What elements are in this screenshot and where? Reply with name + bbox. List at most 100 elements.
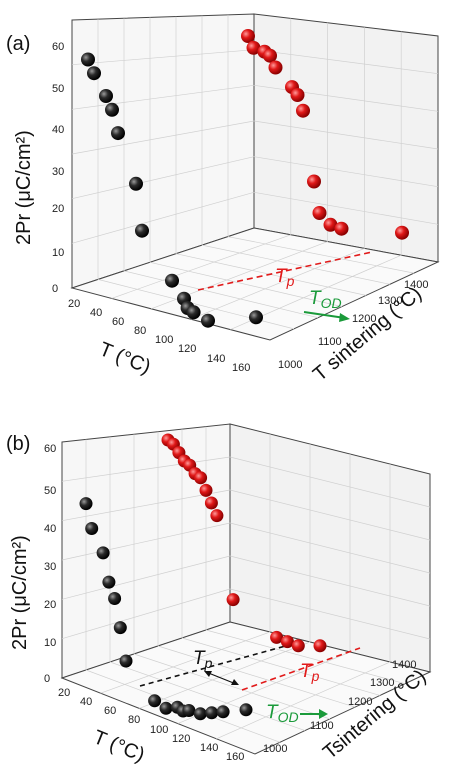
red-sphere-point xyxy=(226,593,240,607)
grid-line xyxy=(253,49,439,75)
panel-a-label: (a) xyxy=(6,33,30,55)
tick-label: 160 xyxy=(226,751,244,763)
tick-label: 60 xyxy=(112,316,124,328)
black-sphere-point xyxy=(96,546,110,560)
red-sphere-point xyxy=(199,483,213,497)
tick-label: 80 xyxy=(134,325,146,337)
grid-line xyxy=(201,244,391,285)
black-sphere-point xyxy=(165,273,179,288)
red-sphere-point xyxy=(280,635,294,649)
grid-line xyxy=(181,637,381,696)
red-sphere-point xyxy=(296,103,310,118)
tick-label: 1000 xyxy=(278,359,302,371)
grid-line xyxy=(71,156,255,200)
tick-label: 1400 xyxy=(392,659,416,671)
panel-a: (a) Tp TOD 0 10 20 30 40 50 60 20 40 xyxy=(6,13,440,386)
black-sphere-point xyxy=(87,66,101,81)
panel-b: (b) Tp Tp TOD 0 10 20 30 40 50 60 20 40 xyxy=(6,423,432,764)
panel-a-x-ticks: 20 40 60 80 100 120 140 160 xyxy=(68,298,250,374)
red-sphere-point xyxy=(291,639,305,653)
grid-line xyxy=(61,456,231,482)
panel-b-tp-arrowhead-right xyxy=(231,679,239,685)
panel-a-x-axis-title: T (°C) xyxy=(96,338,154,378)
black-sphere-point xyxy=(119,654,133,668)
tick-label: 0 xyxy=(52,283,58,295)
panel-b-tp-arrowhead-left xyxy=(204,671,212,677)
red-sphere-point xyxy=(194,471,208,485)
tick-label: 1000 xyxy=(263,743,287,755)
black-sphere-point xyxy=(79,497,93,511)
black-sphere-point xyxy=(99,89,113,103)
red-sphere-point xyxy=(313,639,327,653)
black-sphere-point xyxy=(249,310,263,325)
panel-b-z-axis-title: 2Pr (μC/cm²) xyxy=(9,535,31,650)
black-sphere-point xyxy=(129,176,143,191)
red-sphere-point xyxy=(241,29,255,43)
grid-line xyxy=(229,456,431,508)
grid-line xyxy=(253,156,439,188)
tick-label: 40 xyxy=(90,307,102,319)
panel-a-z-axis-title: 2Pr (μC/cm²) xyxy=(13,130,35,245)
tick-label: 160 xyxy=(232,362,250,374)
tick-label: 50 xyxy=(44,485,56,497)
tick-label: 60 xyxy=(44,443,56,455)
grid-line xyxy=(216,661,391,740)
red-sphere-point xyxy=(323,217,338,232)
grid-line xyxy=(229,555,431,607)
black-sphere-point xyxy=(216,705,230,719)
tick-label: 50 xyxy=(52,83,64,95)
panel-b-tp-red-dashed-line xyxy=(241,647,361,691)
tick-label: 120 xyxy=(178,343,196,355)
panel-b-tp-double-arrow xyxy=(205,671,237,685)
panel-a-box xyxy=(70,13,440,341)
tick-label: 20 xyxy=(68,298,80,310)
grid-line xyxy=(157,645,356,708)
black-sphere-point xyxy=(205,706,219,720)
black-sphere-point xyxy=(108,592,122,605)
panel-b-tod-arrowhead xyxy=(319,709,328,719)
black-sphere-point xyxy=(85,522,99,535)
panel-b-label: (b) xyxy=(6,433,30,455)
grid-line xyxy=(71,191,255,244)
black-sphere-point xyxy=(193,707,207,721)
black-sphere-point xyxy=(148,694,162,708)
tick-label: 60 xyxy=(52,41,64,53)
grid-line xyxy=(205,629,406,685)
tick-label: 100 xyxy=(150,724,168,736)
black-sphere-point xyxy=(105,102,119,117)
grid-line xyxy=(229,588,431,640)
black-sphere-point xyxy=(135,223,149,238)
grid-line xyxy=(71,84,255,110)
grid-line xyxy=(253,84,439,112)
panel-a-points xyxy=(81,29,409,328)
red-sphere-point xyxy=(307,174,321,189)
tick-label: 1300 xyxy=(370,677,394,689)
panel-b-grid xyxy=(61,426,431,743)
grid-line xyxy=(229,489,431,541)
black-sphere-point xyxy=(159,701,173,715)
red-sphere-point xyxy=(246,40,261,55)
panel-b-z-ticks: 0 10 20 30 40 50 60 xyxy=(44,443,56,685)
tick-label: 20 xyxy=(52,203,64,215)
panel-b-x-axis-title: T (°C) xyxy=(90,726,148,764)
grid-line xyxy=(253,191,439,225)
grid-line xyxy=(227,236,415,274)
red-sphere-point xyxy=(268,60,283,75)
tick-label: 40 xyxy=(52,124,64,136)
black-sphere-point xyxy=(81,52,95,67)
red-sphere-point xyxy=(204,496,218,510)
grid-line xyxy=(123,270,319,319)
grid-line xyxy=(111,234,291,299)
grid-line xyxy=(253,120,439,150)
red-sphere-point xyxy=(290,88,305,102)
red-sphere-point xyxy=(334,221,349,236)
tick-label: 140 xyxy=(200,742,218,754)
tick-label: 80 xyxy=(128,714,140,726)
tick-label: 140 xyxy=(207,353,225,365)
black-sphere-point xyxy=(201,313,215,328)
tick-label: 100 xyxy=(155,334,173,346)
grid-line xyxy=(61,555,231,600)
tick-label: 30 xyxy=(44,561,56,573)
tick-label: 40 xyxy=(44,523,56,535)
